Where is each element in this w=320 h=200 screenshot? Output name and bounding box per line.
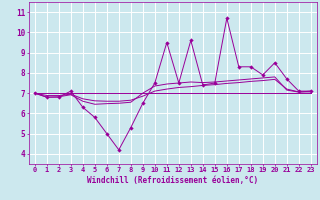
X-axis label: Windchill (Refroidissement éolien,°C): Windchill (Refroidissement éolien,°C) xyxy=(87,176,258,185)
